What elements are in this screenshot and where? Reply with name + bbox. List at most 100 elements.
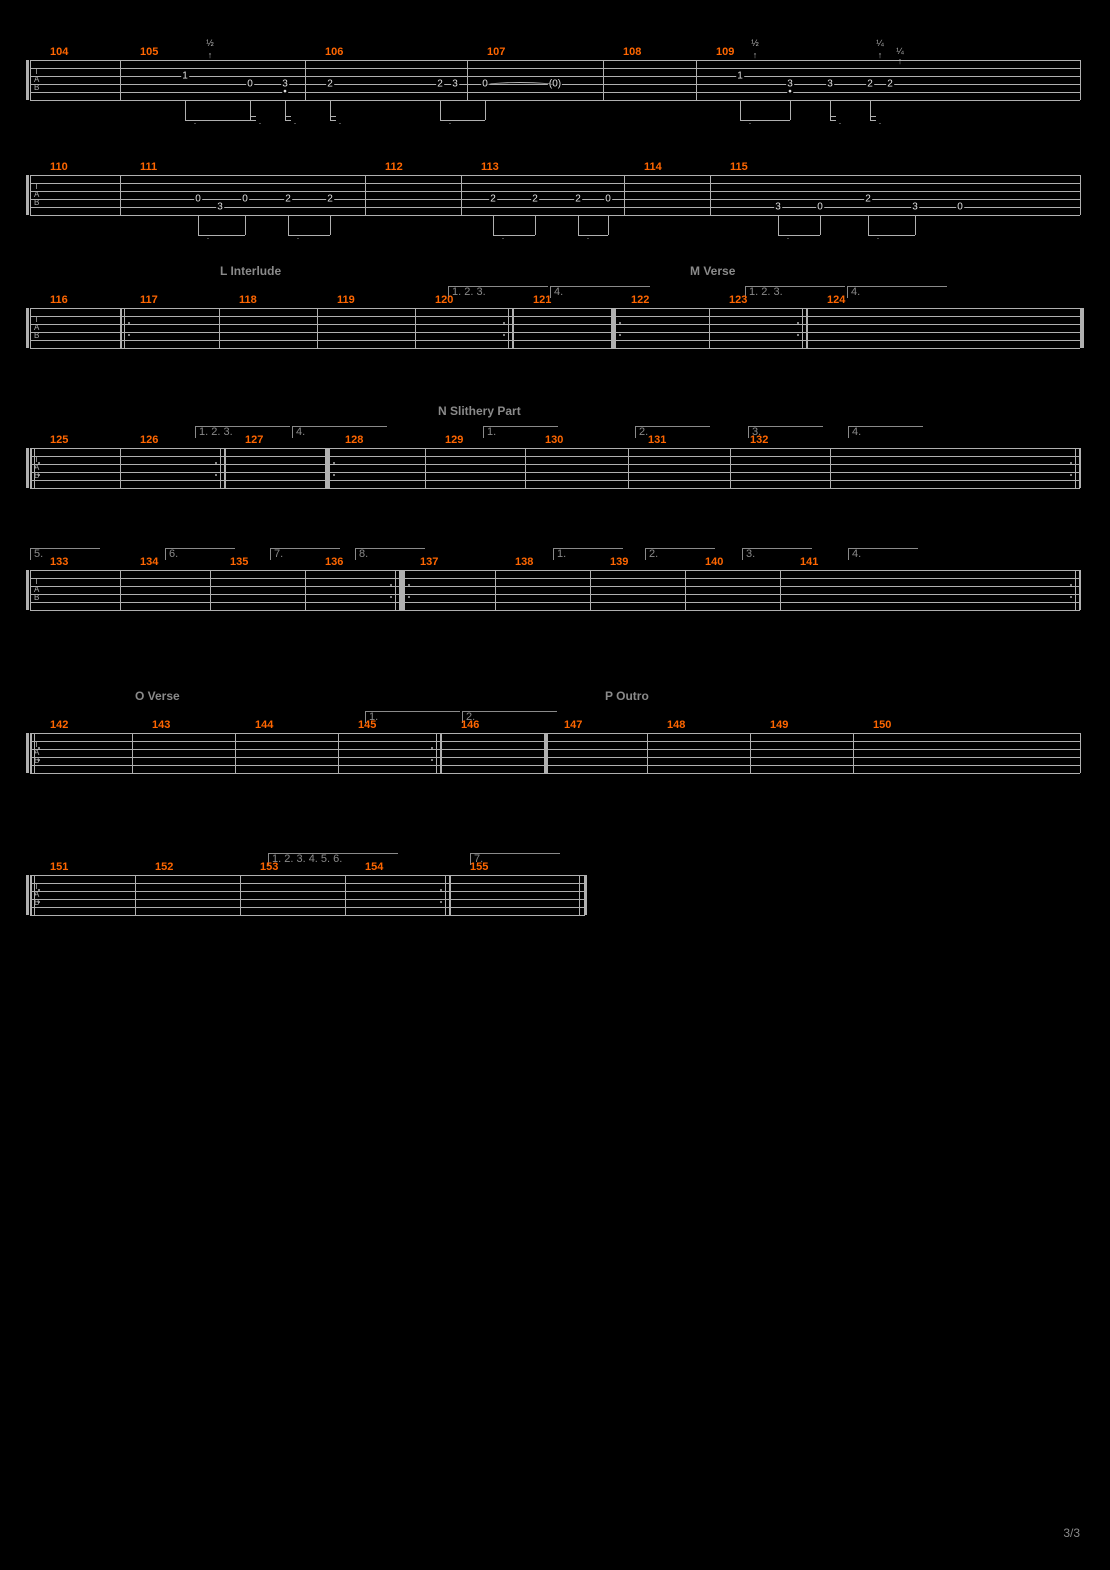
rhythm-dot: . bbox=[877, 231, 880, 241]
rhythm-dot: . bbox=[294, 116, 297, 126]
system-bracket bbox=[26, 448, 29, 488]
staff-lines bbox=[30, 570, 1080, 610]
tab-note: 0 bbox=[194, 194, 202, 205]
bar-number: 115 bbox=[730, 161, 748, 173]
tab-note: 3 bbox=[216, 202, 224, 213]
rhythm-dot: . bbox=[879, 116, 882, 126]
barline bbox=[219, 308, 220, 348]
barline bbox=[345, 875, 346, 915]
volta-bracket: 1. 2. 3. bbox=[195, 426, 290, 438]
barline bbox=[317, 308, 318, 348]
bar-number: 152 bbox=[155, 861, 173, 873]
bar-number: 140 bbox=[705, 556, 723, 568]
bar-number: 138 bbox=[515, 556, 533, 568]
barline bbox=[135, 875, 136, 915]
bar-number: 127 bbox=[245, 434, 263, 446]
note-stem bbox=[870, 100, 871, 120]
bar-number: 137 bbox=[420, 556, 438, 568]
bar-number: 109 bbox=[716, 46, 734, 58]
bar-number: 143 bbox=[152, 719, 170, 731]
bar-number: 155 bbox=[470, 861, 488, 873]
system-bracket bbox=[26, 875, 29, 915]
volta-bracket: 8. bbox=[355, 548, 425, 560]
barline bbox=[853, 733, 854, 773]
articulation: ↑ bbox=[208, 50, 213, 60]
tab-note: 2 bbox=[864, 194, 872, 205]
barline bbox=[120, 448, 121, 488]
barline bbox=[624, 175, 625, 215]
bar-number: 133 bbox=[50, 556, 68, 568]
section-label: N Slithery Part bbox=[438, 404, 521, 418]
page-footer: 3/3 bbox=[1063, 1526, 1080, 1540]
bar-number: 142 bbox=[50, 719, 68, 731]
bar-number: 147 bbox=[564, 719, 582, 731]
articulation: ¼ bbox=[876, 38, 884, 48]
barline bbox=[1080, 308, 1084, 348]
barline bbox=[780, 570, 781, 610]
barline bbox=[590, 570, 591, 610]
bar-number: 126 bbox=[140, 434, 158, 446]
bar-number: 132 bbox=[750, 434, 768, 446]
note-stem bbox=[578, 215, 579, 235]
tab-note: 0 bbox=[956, 202, 964, 213]
tab-clef: TAB bbox=[34, 578, 39, 602]
staff-lines bbox=[30, 448, 1080, 488]
articulation: ½ bbox=[206, 38, 214, 48]
barline bbox=[628, 448, 629, 488]
barline bbox=[685, 570, 686, 610]
barline bbox=[415, 308, 416, 348]
barline bbox=[305, 60, 306, 100]
barline bbox=[525, 448, 526, 488]
barline bbox=[30, 570, 31, 610]
barline bbox=[730, 448, 731, 488]
barline bbox=[544, 733, 548, 773]
volta-bracket: 1. bbox=[365, 711, 460, 723]
articulation: ↑ bbox=[753, 50, 758, 60]
bar-number: 106 bbox=[325, 46, 343, 58]
tab-note: • bbox=[787, 87, 793, 98]
tab-note: 2 bbox=[284, 194, 292, 205]
bar-number: 144 bbox=[255, 719, 273, 731]
bar-number: 110 bbox=[50, 161, 68, 173]
tab-note: • bbox=[282, 87, 288, 98]
volta-bracket: 4. bbox=[848, 426, 923, 438]
barline bbox=[1080, 733, 1081, 773]
rhythm-dot: . bbox=[449, 116, 452, 126]
system-bracket bbox=[26, 733, 29, 773]
barline bbox=[750, 733, 751, 773]
barline bbox=[120, 60, 121, 100]
barline bbox=[30, 175, 31, 215]
tab-note: 1 bbox=[736, 71, 744, 82]
bar-number: 141 bbox=[800, 556, 818, 568]
barline bbox=[240, 875, 241, 915]
system-bracket bbox=[26, 175, 29, 215]
bar-number: 121 bbox=[533, 294, 551, 306]
bar-number: 104 bbox=[50, 46, 68, 58]
articulation: ¼ bbox=[896, 46, 904, 56]
bar-number: 134 bbox=[140, 556, 158, 568]
bar-number: 120 bbox=[435, 294, 453, 306]
rhythm-dot: . bbox=[839, 116, 842, 126]
bar-number: 131 bbox=[648, 434, 666, 446]
bar-number: 128 bbox=[345, 434, 363, 446]
rhythm-dot: . bbox=[587, 231, 590, 241]
rhythm-dot: . bbox=[339, 116, 342, 126]
volta-bracket: 4. bbox=[292, 426, 387, 438]
bar-number: 146 bbox=[461, 719, 479, 731]
note-stem bbox=[330, 100, 331, 120]
bar-number: 116 bbox=[50, 294, 68, 306]
tab-note: 0 bbox=[604, 194, 612, 205]
tab-note: 1 bbox=[181, 71, 189, 82]
note-stem bbox=[493, 215, 494, 235]
bar-number: 118 bbox=[239, 294, 257, 306]
system-bracket bbox=[26, 570, 29, 610]
tab-note: 2 bbox=[326, 79, 334, 90]
tab-note: 0 bbox=[241, 194, 249, 205]
tab-note: 2 bbox=[489, 194, 497, 205]
barline bbox=[461, 175, 462, 215]
rhythm-dot: . bbox=[749, 116, 752, 126]
barline bbox=[338, 733, 339, 773]
staff-lines bbox=[30, 733, 1080, 773]
note-stem bbox=[250, 100, 251, 120]
bar-number: 150 bbox=[873, 719, 891, 731]
